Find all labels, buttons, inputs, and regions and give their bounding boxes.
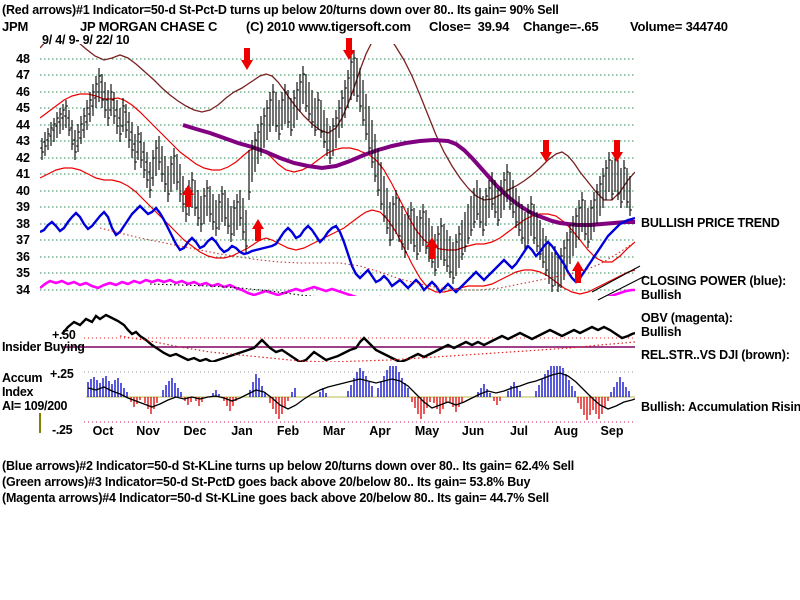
- arrow-down-icon: [241, 48, 253, 70]
- obv-status: Bullish: [641, 325, 682, 339]
- x-axis-label-mar: Mar: [322, 424, 346, 438]
- accum-status-legend: Bullish: Accumulation Rising: [641, 400, 800, 414]
- y-axis-label-37: 37: [16, 233, 30, 247]
- arrow-up-icon: [572, 261, 584, 283]
- obv-legend: OBV (magenta):: [641, 311, 733, 325]
- y-axis-label-34: 34: [16, 283, 30, 297]
- x-axis-label-jan: Jan: [231, 424, 253, 438]
- y-axis-label-38: 38: [16, 217, 30, 231]
- price-trend-status: BULLISH PRICE TREND: [641, 216, 780, 230]
- y-axis-label-35: 35: [16, 266, 30, 280]
- y-axis-label-36: 36: [16, 250, 30, 264]
- x-axis-label-apr: Apr: [369, 424, 391, 438]
- arrow-rule-2-text: (Blue arrows)#2 Indicator=50-d St-KLine …: [2, 459, 575, 473]
- copyright-notice: (C) 2010 www.tigersoft.com: [246, 19, 411, 34]
- company-name: JP MORGAN CHASE C: [80, 19, 218, 34]
- accum-bars-negative: [130, 397, 609, 420]
- y-axis-label-40: 40: [16, 184, 30, 198]
- bollinger-upper-band: [40, 93, 635, 263]
- accum-label-line1: Accum: [2, 371, 43, 385]
- y-axis-label-46: 46: [16, 85, 30, 99]
- closing-power-legend: CLOSING POWER (blue):: [641, 274, 787, 288]
- moving-average-line: [182, 123, 635, 227]
- price-change: Change=-.65: [523, 19, 599, 34]
- arrow-down-icon: [611, 140, 623, 162]
- y-axis-label-48: 48: [16, 52, 30, 66]
- arrow-rule-4-text: (Magenta arrows)#4 Indicator=50-d St-KLi…: [2, 491, 549, 505]
- rel-strength-legend: REL.STR..VS DJI (brown):: [641, 348, 790, 362]
- accum-index-overlay-line: [87, 372, 635, 410]
- x-axis-label-feb: Feb: [276, 424, 300, 438]
- x-axis-label-jul: Jul: [509, 424, 529, 438]
- closing-power-trend-dotted: [99, 227, 635, 291]
- price-ohlc-bars: [40, 50, 632, 292]
- arrow-down-icon: [540, 140, 552, 162]
- signal-arrows-group: [182, 38, 623, 283]
- closing-power-line: [40, 204, 635, 294]
- arrow-down-icon: [343, 38, 355, 60]
- arrow-up-icon: [182, 185, 194, 207]
- x-axis-label-dec: Dec: [183, 424, 207, 438]
- close-price: Close= 39.94: [429, 19, 510, 34]
- y-axis-label-43: 43: [16, 134, 30, 148]
- x-axis-label-aug: Aug: [553, 424, 579, 438]
- x-axis-label-jun: Jun: [461, 424, 485, 438]
- x-axis-label-sep: Sep: [600, 424, 624, 438]
- accum-top-tick-label: +.25: [50, 367, 74, 381]
- insider-top-tick-label: +.50: [52, 328, 76, 342]
- y-axis-label-42: 42: [16, 151, 30, 165]
- x-axis-label-may: May: [414, 424, 440, 438]
- legend-leader-lines: [591, 265, 646, 301]
- insider-buying-line: [61, 313, 635, 362]
- price-grid: [40, 58, 635, 291]
- ticker-symbol: JPM: [2, 19, 29, 34]
- arrow-rule-3-text: (Green arrows)#3 Indicator=50-d St-PctD …: [2, 475, 531, 489]
- accum-bars-positive: [87, 366, 630, 397]
- accum-bottom-tick-label: -.25: [52, 423, 73, 437]
- date-range: 9/ 4/ 9- 9/ 22/ 10: [42, 33, 130, 47]
- closing-power-status: Bullish: [641, 288, 682, 302]
- y-axis-label-41: 41: [16, 167, 30, 181]
- arrow-up-icon: [426, 237, 438, 259]
- obv-line: [40, 278, 635, 296]
- y-axis-label-44: 44: [16, 118, 30, 132]
- insider-buying-trend-dotted: [119, 335, 635, 362]
- volume-value: Volume= 344740: [630, 19, 728, 34]
- accum-index-bars: [87, 366, 630, 420]
- accum-index-value: AI= 109/200: [2, 399, 68, 413]
- x-axis-label-nov: Nov: [136, 424, 160, 438]
- arrow-rule-1-text: (Red arrows)#1 Indicator=50-d St-Pct-D t…: [2, 3, 559, 17]
- insider-buying-label: Insider Buying: [2, 340, 85, 354]
- arrow-up-icon: [252, 219, 264, 241]
- accum-label-line2: Index: [2, 385, 34, 399]
- rel-strength-line: [40, 44, 635, 201]
- y-axis-label-45: 45: [16, 101, 30, 115]
- y-axis-label-47: 47: [16, 68, 30, 82]
- y-axis-label-39: 39: [16, 200, 30, 214]
- obv-trend-dotted: [149, 283, 316, 296]
- bollinger-lower-band: [40, 167, 635, 295]
- x-axis-label-oct: Oct: [92, 424, 114, 438]
